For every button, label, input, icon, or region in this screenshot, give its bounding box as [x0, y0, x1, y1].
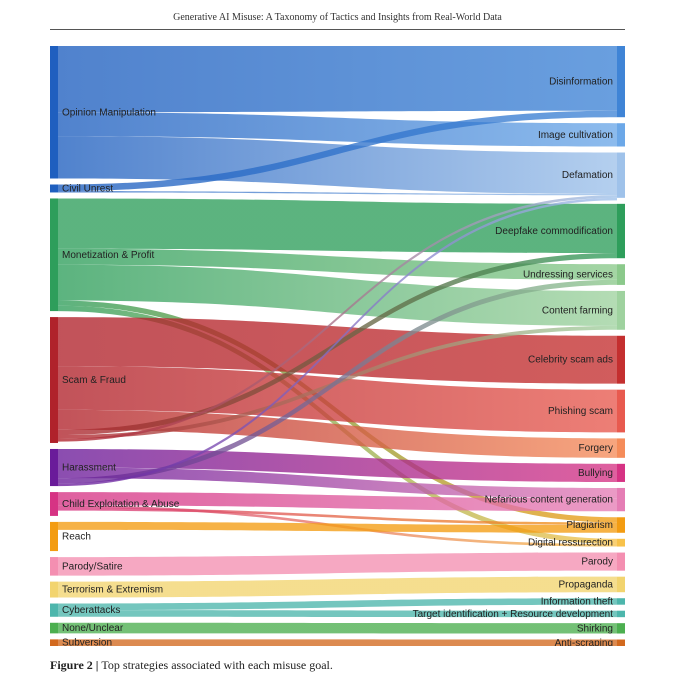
- sankey-target-label: Deepfake commodification: [495, 226, 613, 237]
- sankey-target-node: [617, 553, 625, 571]
- sankey-target-label: Celebrity scam ads: [528, 355, 613, 366]
- sankey-target-label: Bullying: [578, 468, 613, 479]
- sankey-target-label: Shirking: [577, 623, 613, 634]
- sankey-target-label: Defamation: [562, 170, 613, 181]
- sankey-target-node: [617, 517, 625, 533]
- sankey-target-label: Plagiarism: [566, 520, 613, 531]
- sankey-source-node: [50, 582, 58, 598]
- sankey-source-node: [50, 557, 58, 576]
- sankey-source-label: Parody/Satire: [62, 561, 123, 572]
- sankey-target-label: Phishing scam: [548, 406, 613, 417]
- sankey-source-label: Subversion: [62, 638, 112, 646]
- sankey-target-node: [617, 539, 625, 547]
- sankey-source-node: [50, 185, 58, 193]
- sankey-target-label: Nefarious content generation: [485, 495, 613, 506]
- caption-text: Top strategies associated with each misu…: [101, 658, 332, 672]
- sankey-target-label: Content farming: [542, 305, 613, 316]
- sankey-source-label: Child Exploitation & Abuse: [62, 499, 180, 510]
- sankey-source-node: [50, 492, 58, 516]
- sankey-target-node: [617, 336, 625, 384]
- sankey-link: [58, 623, 617, 634]
- sankey-source-label: Opinion Manipulation: [62, 107, 156, 118]
- sankey-target-node: [617, 438, 625, 457]
- sankey-source-label: Scam & Fraud: [62, 375, 126, 386]
- sankey-target-node: [617, 390, 625, 433]
- sankey-source-node: [50, 623, 58, 634]
- sankey-source-label: Harassment: [62, 463, 116, 474]
- sankey-target-label: Propaganda: [559, 579, 614, 590]
- sankey-source-label: Reach: [62, 531, 91, 542]
- sankey-target-label: Undressing services: [523, 270, 613, 281]
- caption-prefix: Figure 2 |: [50, 658, 101, 672]
- sankey-source-label: Monetization & Profit: [62, 250, 154, 261]
- sankey-target-node: [617, 464, 625, 482]
- sankey-target-label: Digital ressurection: [528, 538, 613, 549]
- sankey-target-node: [617, 123, 625, 146]
- sankey-target-node: [617, 204, 625, 258]
- sankey-link: [58, 46, 617, 112]
- sankey-target-label: Parody: [581, 557, 613, 568]
- sankey-target-node: [617, 291, 625, 330]
- sankey-target-label: Information theft: [541, 596, 613, 607]
- sankey-source-label: None/Unclear: [62, 623, 124, 634]
- sankey-target-node: [617, 640, 625, 646]
- sankey-source-label: Cyberattacks: [62, 605, 120, 616]
- sankey-target-node: [617, 46, 625, 117]
- sankey-link: [58, 553, 617, 576]
- sankey-chart: Opinion Manipulation Civil Unrest Monetiza…: [50, 46, 625, 646]
- paper-header: Generative AI Misuse: A Taxonomy of Tact…: [50, 12, 625, 30]
- figure-caption: Figure 2 | Top strategies associated wit…: [50, 658, 333, 673]
- sankey-source-node: [50, 604, 58, 617]
- sankey-target-label: Forgery: [579, 443, 613, 454]
- sankey-target-node: [617, 611, 625, 617]
- sankey-target-node: [617, 623, 625, 633]
- sankey-source-node: [50, 317, 58, 443]
- sankey-source-node: [50, 198, 58, 311]
- sankey-target-label: Image cultivation: [538, 130, 613, 141]
- sankey-target-node: [617, 264, 625, 285]
- sankey-target-node: [617, 488, 625, 511]
- sankey-target-node: [617, 598, 625, 604]
- sankey-source-node: [50, 46, 58, 179]
- sankey-source-label: Terrorism & Extremism: [62, 585, 163, 596]
- sankey-target-label: Disinformation: [549, 77, 613, 88]
- sankey-target-label: Anti-scraping: [555, 638, 613, 646]
- sankey-source-label: Civil Unrest: [62, 183, 113, 194]
- sankey-link: [58, 639, 617, 646]
- sankey-source-node: [50, 449, 58, 486]
- sankey-target-node: [617, 153, 625, 198]
- sankey-target-node: [617, 577, 625, 593]
- sankey-source-node: [50, 639, 58, 646]
- sankey-source-node: [50, 522, 58, 551]
- sankey-target-label: Target identification + Resource develop…: [413, 609, 614, 620]
